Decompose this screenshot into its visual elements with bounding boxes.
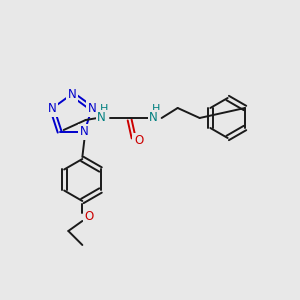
Text: N: N bbox=[48, 102, 56, 115]
Text: O: O bbox=[134, 134, 143, 148]
Text: N: N bbox=[88, 102, 96, 115]
Text: H: H bbox=[152, 104, 160, 114]
Text: N: N bbox=[68, 88, 76, 100]
Text: N: N bbox=[97, 112, 106, 124]
Text: N: N bbox=[80, 125, 89, 139]
Text: H: H bbox=[100, 104, 108, 114]
Text: O: O bbox=[85, 211, 94, 224]
Text: N: N bbox=[149, 112, 158, 124]
